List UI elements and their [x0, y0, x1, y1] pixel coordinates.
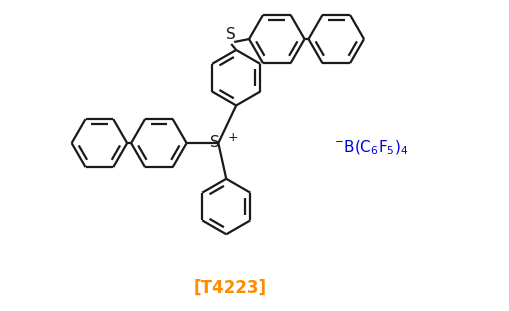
Text: S: S [226, 27, 236, 42]
Text: +: + [227, 131, 237, 144]
Text: $^{-}$B(C$_6$F$_5$)$_4$: $^{-}$B(C$_6$F$_5$)$_4$ [333, 139, 408, 157]
Text: [T4223]: [T4223] [193, 279, 266, 297]
Text: S: S [209, 135, 219, 150]
